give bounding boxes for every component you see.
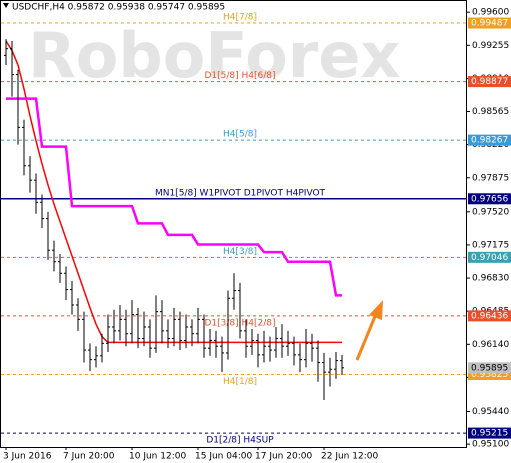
level-price-label: 0.95215 bbox=[471, 429, 508, 439]
y-tick-label: 0.98565 bbox=[472, 107, 509, 117]
level-label: H4[7/8] bbox=[223, 13, 257, 23]
level-price-label: 0.98877 bbox=[471, 77, 508, 87]
y-tick-label: 0.95440 bbox=[472, 407, 509, 417]
y-tick-label: 0.95100 bbox=[472, 440, 509, 450]
level-label: MN1[5/8] W1PIVOT D1PIVOT H4PIVOT bbox=[155, 188, 326, 198]
level-price-box bbox=[468, 310, 511, 322]
level-price-label: 0.95825 bbox=[471, 370, 508, 380]
chart-title: USDCHF,H4 0.95872 0.95938 0.95747 0.9589… bbox=[12, 3, 225, 13]
indicator-line bbox=[6, 97, 342, 297]
level-label: H4[3/8] bbox=[223, 247, 257, 257]
y-tick-label: 0.99255 bbox=[472, 41, 509, 51]
arrow bbox=[355, 300, 383, 361]
y-tick-label: 0.99600 bbox=[472, 8, 509, 18]
level-price-label: 0.99487 bbox=[471, 19, 508, 29]
y-tick-label: 0.97875 bbox=[472, 173, 509, 183]
y-tick-label: 0.96140 bbox=[472, 340, 509, 350]
level-price-label: 0.97656 bbox=[471, 194, 508, 204]
x-tick-label: 15 Jun 04:00 bbox=[195, 452, 252, 462]
level-price-box bbox=[468, 369, 511, 381]
level-price-box bbox=[468, 134, 511, 146]
arrow-shaft bbox=[355, 313, 378, 361]
x-tick-label: 17 Jun 20:00 bbox=[255, 452, 312, 462]
level-price-box bbox=[468, 251, 511, 263]
x-tick-label: 22 Jun 12:00 bbox=[321, 452, 378, 462]
plot-frame bbox=[0, 0, 467, 448]
level-label: H4[1/8] bbox=[223, 377, 257, 387]
y-tick-label: 0.96830 bbox=[472, 274, 509, 284]
level-label: H4[5/8] bbox=[223, 130, 257, 140]
level-price-label: 0.98267 bbox=[471, 136, 508, 146]
level-price-label: 0.96436 bbox=[471, 311, 508, 321]
arrow-head bbox=[369, 300, 383, 320]
current-price-label: 0.95895 bbox=[471, 363, 508, 373]
y-tick-label: 0.97175 bbox=[472, 240, 509, 250]
x-tick-label: 10 Jun 12:00 bbox=[129, 452, 186, 462]
title-icon bbox=[3, 3, 9, 8]
x-tick-label: 3 Jun 2016 bbox=[3, 452, 52, 462]
y-tick-label: 0.97520 bbox=[472, 207, 509, 217]
current-price-box bbox=[468, 362, 511, 374]
x-tick-label: 7 Jun 20:00 bbox=[63, 452, 115, 462]
level-price-label: 0.97046 bbox=[471, 253, 508, 263]
watermark: RoboForex bbox=[28, 19, 400, 92]
level-price-box bbox=[468, 193, 511, 205]
level-label: D1[2/8] H4SUP bbox=[206, 436, 274, 446]
level-label: D1[5/8] H4[6/8] bbox=[204, 71, 275, 81]
level-price-box bbox=[468, 17, 511, 29]
level-price-box bbox=[468, 76, 511, 88]
level-price-box bbox=[468, 427, 511, 439]
